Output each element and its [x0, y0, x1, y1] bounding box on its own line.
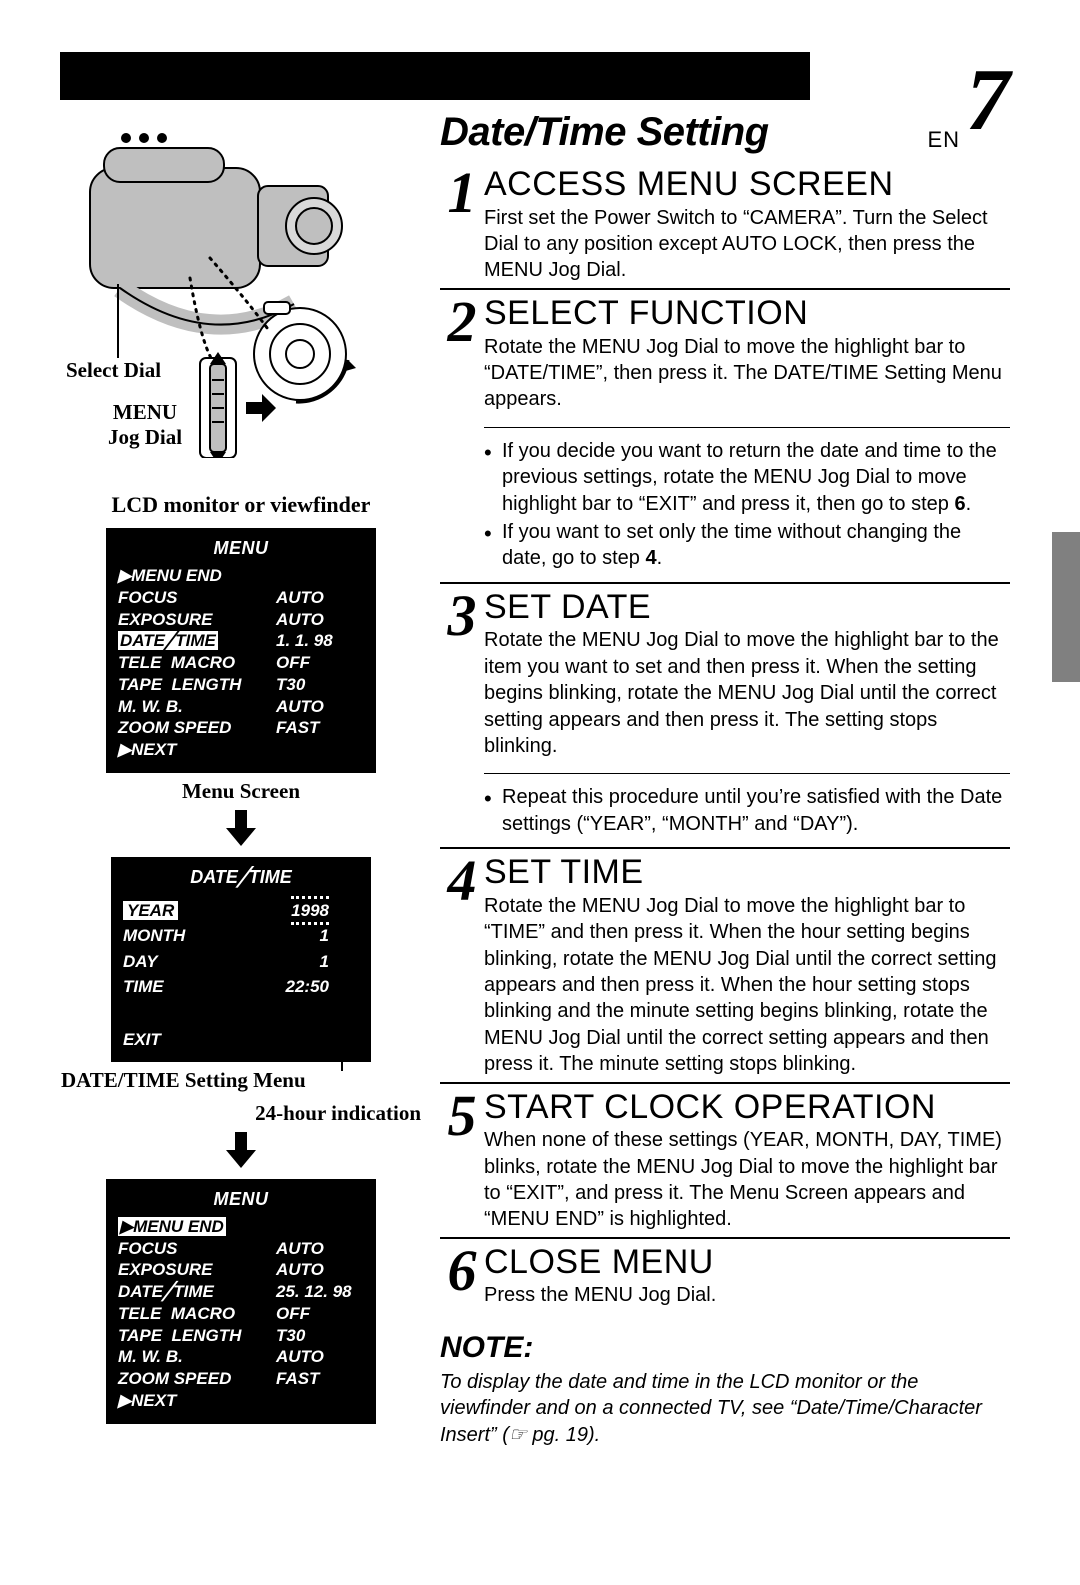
24hour-callout: 24-hour indication [61, 1101, 421, 1126]
menu-row: FOCUSAUTO [118, 1238, 364, 1260]
menu-row: ▶MENU END [118, 1216, 364, 1238]
menu-row: ▶NEXT [118, 1390, 364, 1412]
menu-screen-2: MENU ▶MENU ENDFOCUSAUTOEXPOSUREAUTODATE╱… [106, 1179, 376, 1424]
menu-row: TAPE LENGTHT30 [118, 1325, 364, 1347]
step-text: Press the MENU Jog Dial. [484, 1282, 1010, 1308]
step: 6CLOSE MENUPress the MENU Jog Dial. [440, 1237, 1010, 1313]
step: 4SET TIMERotate the MENU Jog Dial to mov… [440, 847, 1010, 1081]
note-heading: NOTE: [440, 1331, 1010, 1365]
step-bullets: If you decide you want to return the dat… [484, 427, 1010, 582]
thumb-index-tab [1052, 532, 1080, 682]
camera-illustration: Select Dial MENU Jog Dial [60, 108, 420, 458]
datetime-row: TIME22:50 [123, 974, 359, 1000]
menu-jog-label-1: MENU [100, 400, 190, 425]
down-arrow-icon [60, 1132, 422, 1173]
note-text: To display the date and time in the LCD … [440, 1369, 1010, 1448]
step-heading: SELECT FUNCTION [484, 296, 1010, 332]
step-text: When none of these settings (YEAR, MONTH… [484, 1127, 1010, 1233]
menu-row: M. W. B.AUTO [118, 1346, 364, 1368]
page-title: Date/Time Setting [440, 110, 1010, 155]
menu-rows: ▶MENU ENDFOCUSAUTOEXPOSUREAUTODATE╱TIME1… [118, 565, 364, 761]
page-number: 7 [966, 70, 1010, 132]
menu-row: M. W. B.AUTO [118, 696, 364, 718]
datetime-row: MONTH1 [123, 923, 359, 949]
menu-screen-caption: Menu Screen [60, 779, 422, 804]
step-heading: SET DATE [484, 590, 1010, 626]
menu-row: EXPOSUREAUTO [118, 1259, 364, 1281]
menu-row: ZOOM SPEEDFAST [118, 1368, 364, 1390]
lcd-title: LCD monitor or viewfinder [60, 492, 422, 518]
datetime-caption: DATE/TIME Setting Menu [61, 1068, 421, 1093]
down-arrow-icon [60, 810, 422, 851]
step-number: 2 [448, 296, 477, 348]
menu-row: DATE╱TIME1. 1. 98 [118, 630, 364, 652]
datetime-screen: DATE╱TIME YEAR1998MONTH1DAY1TIME22:50 EX… [111, 857, 371, 1062]
step-heading: SET TIME [484, 855, 1010, 891]
select-dial-label: Select Dial [66, 358, 161, 383]
menu-jog-label-2: Jog Dial [100, 425, 190, 450]
step-heading: START CLOCK OPERATION [484, 1090, 1010, 1126]
step-number: 6 [448, 1245, 477, 1297]
step-bullets: Repeat this procedure until you’re satis… [484, 773, 1010, 847]
step: 5START CLOCK OPERATIONWhen none of these… [440, 1082, 1010, 1237]
step-heading: ACCESS MENU SCREEN [484, 167, 1010, 203]
datetime-row: DAY1 [123, 949, 359, 975]
menu-row: TAPE LENGTHT30 [118, 674, 364, 696]
step-number: 3 [448, 590, 477, 642]
step-text: First set the Power Switch to “CAMERA”. … [484, 205, 1010, 284]
menu-screen-1: MENU ▶MENU ENDFOCUSAUTOEXPOSUREAUTODATE╱… [106, 528, 376, 773]
step-text: Rotate the MENU Jog Dial to move the hig… [484, 627, 1010, 759]
menu-row: FOCUSAUTO [118, 587, 364, 609]
menu-row: ▶NEXT [118, 739, 364, 761]
step-text: Rotate the MENU Jog Dial to move the hig… [484, 893, 1010, 1078]
step: 1ACCESS MENU SCREENFirst set the Power S… [440, 161, 1010, 288]
menu-row: TELE MACROOFF [118, 1303, 364, 1325]
menu-row: DATE╱TIME25. 12. 98 [118, 1281, 364, 1303]
page-lang: EN [927, 127, 960, 153]
step-heading: CLOSE MENU [484, 1245, 1010, 1281]
step-number: 5 [448, 1090, 477, 1142]
step: 3SET DATERotate the MENU Jog Dial to mov… [440, 582, 1010, 764]
menu-row: EXPOSUREAUTO [118, 609, 364, 631]
note-block: NOTE: To display the date and time in th… [440, 1331, 1010, 1448]
step-number: 1 [448, 167, 477, 219]
menu-row: ZOOM SPEEDFAST [118, 717, 364, 739]
menu-row: TELE MACROOFF [118, 652, 364, 674]
top-bar: EN 7 [60, 52, 1010, 100]
step-number: 4 [448, 855, 477, 907]
step: 2SELECT FUNCTIONRotate the MENU Jog Dial… [440, 288, 1010, 417]
menu-row: ▶MENU END [118, 565, 364, 587]
datetime-row: YEAR1998 [123, 898, 359, 924]
step-text: Rotate the MENU Jog Dial to move the hig… [484, 334, 1010, 413]
